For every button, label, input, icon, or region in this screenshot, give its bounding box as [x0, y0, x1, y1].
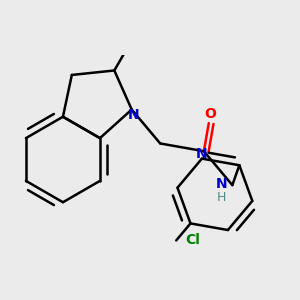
Text: N: N [196, 147, 208, 161]
Text: N: N [215, 177, 227, 190]
Text: Cl: Cl [186, 233, 201, 248]
Text: N: N [128, 108, 139, 122]
Text: H: H [217, 191, 226, 204]
Text: O: O [204, 107, 216, 121]
